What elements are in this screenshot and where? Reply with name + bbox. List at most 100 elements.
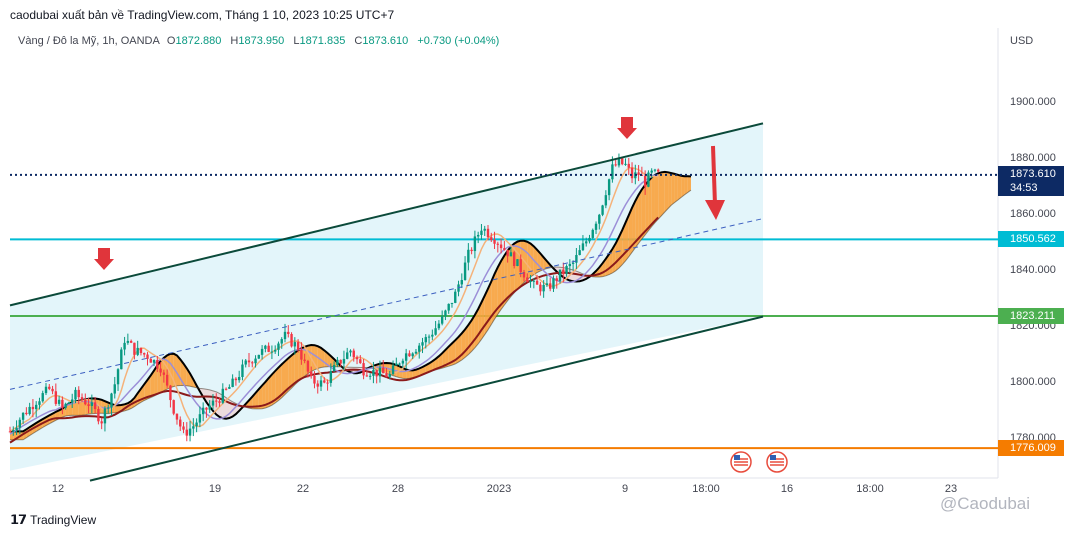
kumo-bull-segment	[494, 267, 498, 320]
candle-body	[185, 429, 188, 436]
candle-body	[614, 164, 617, 166]
candle-body	[365, 375, 369, 377]
candle-body	[192, 426, 195, 429]
open-label: O	[166, 35, 176, 47]
kumo-bull-segment	[268, 374, 272, 407]
candle-body	[539, 284, 542, 292]
close-value: 1873.610	[362, 35, 409, 47]
candle-body	[411, 353, 414, 357]
candle-body	[198, 414, 202, 423]
x-tick-label: 16	[781, 483, 793, 495]
candle-body	[565, 266, 568, 274]
x-tick-label: 19	[209, 483, 221, 495]
kumo-bull-segment	[671, 173, 675, 206]
candle-body	[470, 249, 473, 252]
candle-body	[421, 342, 424, 346]
kumo-bull-segment	[409, 370, 413, 379]
candle-body	[483, 228, 486, 231]
x-tick-label: 18:00	[856, 483, 884, 495]
candle-body	[71, 399, 74, 403]
kumo-bull-segment	[438, 353, 443, 369]
candle-body	[12, 430, 15, 432]
kumo-bull-segment	[635, 194, 639, 248]
candle-body	[624, 163, 627, 165]
kumo-bull-segment	[265, 378, 269, 409]
kumo-bull-segment	[275, 367, 279, 404]
symbol-legend[interactable]: Vàng / Đô la Mỹ, 1h, OANDA O1872.880 H18…	[18, 35, 499, 47]
candle-body	[362, 363, 365, 376]
candle-body	[38, 401, 41, 405]
candle-body	[162, 372, 166, 375]
candle-body	[594, 223, 598, 230]
candle-body	[617, 158, 621, 166]
candle-body	[113, 384, 116, 394]
candle-body	[44, 386, 48, 394]
channel-upper-line	[9, 122, 764, 307]
candle-body	[437, 323, 441, 329]
candle-body	[395, 363, 398, 366]
candle-body	[126, 340, 130, 343]
kumo-bull-segment	[72, 401, 76, 416]
candle-body	[84, 399, 87, 405]
candle-body	[313, 375, 316, 384]
high-value: 1873.950	[238, 35, 285, 47]
candle-body	[77, 389, 80, 398]
candle-body	[267, 345, 270, 352]
candle-body	[506, 249, 509, 257]
candle-body	[48, 386, 51, 389]
footer[interactable]: 𝟭𝟳 TradingView	[10, 512, 96, 528]
kumo-bull-segment	[668, 172, 672, 209]
candle-body	[165, 374, 169, 386]
candle-body	[643, 175, 647, 187]
candle-body	[607, 179, 611, 196]
kumo-bull-segment	[255, 389, 259, 409]
candle-body	[542, 285, 545, 292]
candle-body	[133, 342, 136, 355]
candle-body	[179, 419, 182, 427]
y-tick-label: 1840.000	[1010, 264, 1056, 276]
candle-body	[647, 172, 650, 187]
y-tick-label: 1900.000	[1010, 96, 1056, 108]
kumo-bull-segment	[645, 181, 649, 235]
candle-body	[100, 421, 103, 424]
candle-body	[120, 349, 123, 370]
tradingview-logo-icon[interactable]: 𝟭𝟳	[10, 512, 27, 527]
kumo-bull-segment	[651, 174, 655, 227]
kumo-bull-segment	[628, 207, 633, 257]
candle-body	[467, 249, 470, 263]
candle-body	[156, 360, 159, 369]
candle-body	[18, 419, 22, 428]
us-flag-canton	[734, 455, 740, 460]
candle-body	[136, 347, 139, 355]
candle-body	[107, 407, 110, 409]
candle-body	[257, 354, 261, 359]
candle-body	[581, 243, 585, 251]
x-tick-label: 22	[297, 483, 309, 495]
kumo-bull-segment	[445, 346, 449, 368]
candle-body	[211, 400, 215, 406]
candle-body	[372, 369, 375, 376]
candle-body	[67, 402, 71, 404]
candle-body	[332, 365, 336, 372]
candle-body	[97, 409, 100, 422]
candle-body	[418, 345, 421, 352]
candle-body	[251, 362, 254, 364]
candle-body	[444, 310, 447, 317]
candle-body	[175, 413, 179, 420]
candle-body	[535, 280, 539, 285]
sell-arrow-icon	[617, 117, 637, 139]
candle-body	[375, 369, 378, 377]
candle-body	[585, 241, 588, 244]
sell-arrow-icon	[94, 248, 114, 270]
footer-brand[interactable]: TradingView	[30, 513, 97, 527]
candle-body	[93, 402, 97, 410]
kumo-bull-segment	[664, 171, 669, 212]
candle-body	[434, 328, 437, 335]
candle-body	[653, 169, 657, 171]
symbol-name[interactable]: Vàng / Đô la Mỹ, 1h, OANDA	[18, 35, 160, 47]
kumo-bull-segment	[674, 173, 678, 203]
candle-body	[503, 248, 506, 250]
candle-body	[139, 347, 143, 354]
kumo-bull-segment	[684, 176, 688, 195]
